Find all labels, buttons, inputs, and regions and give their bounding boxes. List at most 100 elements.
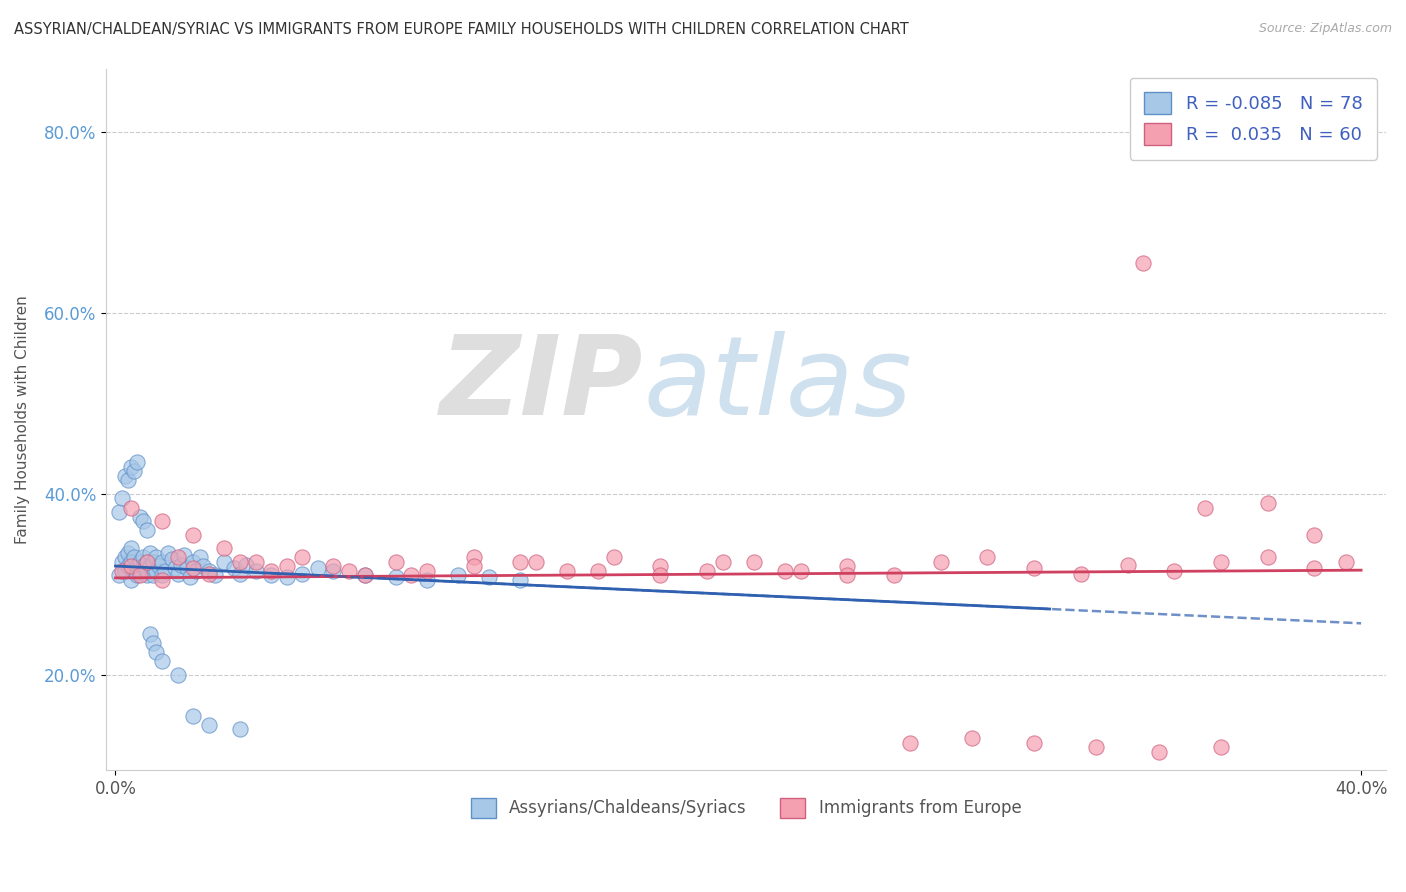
- Text: ASSYRIAN/CHALDEAN/SYRIAC VS IMMIGRANTS FROM EUROPE FAMILY HOUSEHOLDS WITH CHILDR: ASSYRIAN/CHALDEAN/SYRIAC VS IMMIGRANTS F…: [14, 22, 908, 37]
- Point: [1132, 256, 1154, 270]
- Point: [145, 564, 167, 578]
- Point: [127, 568, 149, 582]
- Point: [1209, 740, 1232, 755]
- Point: [463, 550, 485, 565]
- Point: [145, 550, 167, 565]
- Legend: Assyrians/Chaldeans/Syriacs, Immigrants from Europe: Assyrians/Chaldeans/Syriacs, Immigrants …: [464, 791, 1028, 825]
- Text: atlas: atlas: [644, 331, 912, 438]
- Point: [166, 550, 188, 565]
- Point: [198, 564, 221, 578]
- Point: [132, 559, 155, 574]
- Point: [1257, 550, 1279, 565]
- Point: [150, 654, 173, 668]
- Point: [186, 564, 208, 578]
- Point: [322, 559, 344, 574]
- Point: [191, 559, 214, 574]
- Point: [260, 568, 283, 582]
- Point: [111, 564, 134, 578]
- Text: ZIP: ZIP: [440, 331, 644, 438]
- Point: [229, 566, 252, 581]
- Point: [1116, 558, 1139, 572]
- Point: [129, 564, 152, 578]
- Point: [1070, 566, 1092, 581]
- Point: [122, 564, 145, 578]
- Point: [132, 514, 155, 528]
- Point: [120, 500, 142, 515]
- Point: [120, 541, 142, 556]
- Point: [170, 558, 193, 572]
- Point: [129, 509, 152, 524]
- Point: [1085, 740, 1108, 755]
- Point: [478, 570, 501, 584]
- Point: [509, 573, 531, 587]
- Point: [883, 568, 905, 582]
- Point: [509, 555, 531, 569]
- Point: [214, 541, 236, 556]
- Point: [235, 558, 257, 572]
- Point: [135, 523, 157, 537]
- Point: [260, 564, 283, 578]
- Point: [150, 555, 173, 569]
- Point: [586, 564, 609, 578]
- Point: [132, 550, 155, 565]
- Point: [114, 550, 136, 565]
- Point: [229, 555, 252, 569]
- Point: [1194, 500, 1216, 515]
- Point: [416, 564, 439, 578]
- Point: [129, 568, 152, 582]
- Point: [696, 564, 718, 578]
- Point: [120, 459, 142, 474]
- Point: [307, 561, 329, 575]
- Point: [181, 708, 204, 723]
- Point: [107, 505, 129, 519]
- Point: [181, 561, 204, 575]
- Point: [135, 555, 157, 569]
- Point: [711, 555, 734, 569]
- Text: Source: ZipAtlas.com: Source: ZipAtlas.com: [1258, 22, 1392, 36]
- Point: [127, 455, 149, 469]
- Point: [117, 474, 139, 488]
- Point: [837, 559, 859, 574]
- Point: [1334, 555, 1357, 569]
- Point: [960, 731, 983, 746]
- Point: [245, 564, 267, 578]
- Point: [291, 566, 314, 581]
- Point: [145, 645, 167, 659]
- Point: [120, 559, 142, 574]
- Point: [222, 561, 245, 575]
- Point: [929, 555, 952, 569]
- Point: [114, 468, 136, 483]
- Point: [198, 717, 221, 731]
- Point: [181, 555, 204, 569]
- Point: [1303, 561, 1326, 575]
- Point: [117, 559, 139, 574]
- Point: [107, 568, 129, 582]
- Point: [789, 564, 811, 578]
- Point: [353, 568, 375, 582]
- Point: [150, 573, 173, 587]
- Point: [229, 723, 252, 737]
- Point: [1024, 736, 1046, 750]
- Point: [111, 555, 134, 569]
- Point: [291, 550, 314, 565]
- Point: [181, 527, 204, 541]
- Point: [276, 570, 298, 584]
- Point: [214, 555, 236, 569]
- Point: [163, 561, 186, 575]
- Point: [384, 570, 406, 584]
- Point: [416, 573, 439, 587]
- Point: [198, 566, 221, 581]
- Point: [157, 546, 180, 560]
- Point: [650, 568, 672, 582]
- Y-axis label: Family Households with Children: Family Households with Children: [15, 295, 30, 543]
- Point: [155, 564, 177, 578]
- Point: [166, 566, 188, 581]
- Point: [773, 564, 796, 578]
- Point: [447, 568, 470, 582]
- Point: [898, 736, 921, 750]
- Point: [142, 568, 165, 582]
- Point: [401, 568, 423, 582]
- Point: [120, 573, 142, 587]
- Point: [602, 550, 624, 565]
- Point: [742, 555, 765, 569]
